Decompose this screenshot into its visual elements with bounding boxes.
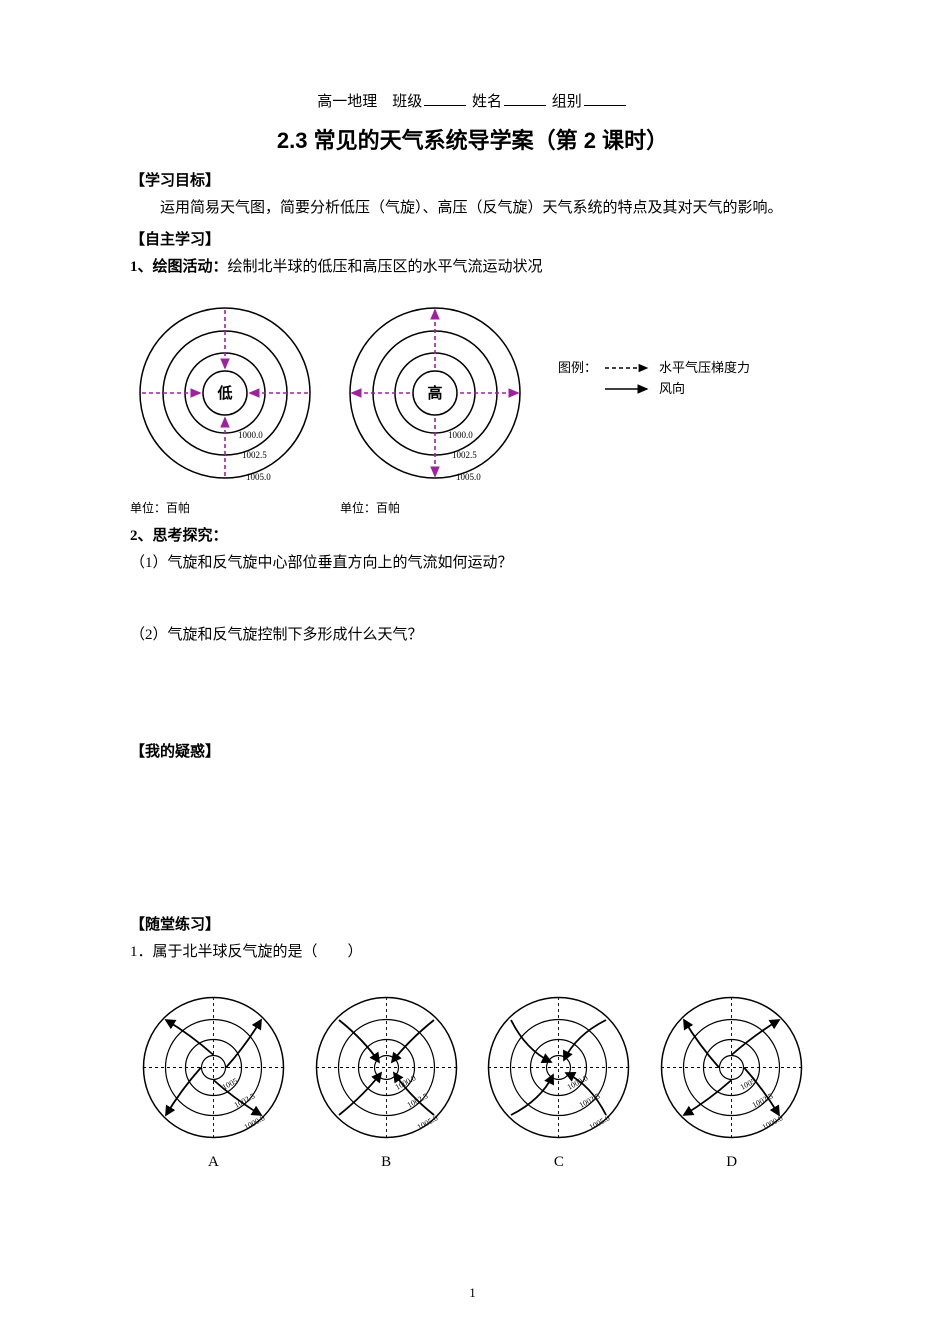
- high-pressure-svg: 高 1000.0 1002.5 1005.0: [340, 298, 530, 488]
- svg-text:1000.0: 1000.0: [243, 1113, 267, 1131]
- high-center-label: 高: [427, 384, 442, 402]
- question1-diagrams: 1005 1002.5 1000.0 A 1000.0 1002.5: [130, 990, 815, 1171]
- name-label: 姓名: [472, 94, 502, 110]
- legend-pgf: 水平气压梯度力: [659, 358, 750, 379]
- option-a-label: A: [130, 1154, 297, 1171]
- svg-text:1002.5: 1002.5: [233, 1091, 257, 1109]
- q2-text: （2）气旋和反气旋控制下多形成什么天气？: [130, 623, 815, 649]
- low-isobar-2: 1005.0: [246, 472, 271, 482]
- group-blank[interactable]: [584, 91, 626, 106]
- legend-wind: 风向: [659, 379, 685, 400]
- svg-text:1000.0: 1000.0: [761, 1113, 785, 1131]
- high-isobar-0: 1000.0: [448, 430, 473, 440]
- practice-q1: 1．属于北半球反气旋的是（ ）: [130, 940, 815, 966]
- name-blank[interactable]: [504, 91, 546, 106]
- low-isobar-1: 1002.5: [242, 450, 267, 460]
- objective-text: 运用简易天气图，简要分析低压（气旋）、高压（反气旋）天气系统的特点及其对天气的影…: [130, 196, 815, 222]
- option-d[interactable]: 1005 1002.5 1000.0 D: [648, 990, 815, 1171]
- objective-heading: 【学习目标】: [130, 169, 815, 190]
- svg-text:1002.5: 1002.5: [578, 1091, 602, 1109]
- option-c-label: C: [476, 1154, 643, 1171]
- high-unit: 单位：百帕: [340, 499, 530, 516]
- option-d-label: D: [648, 1154, 815, 1171]
- low-pressure-diagram: 低 1000.0 1002.5 1005.0 单位：百帕: [130, 298, 320, 516]
- pressure-diagram-row: 低 1000.0 1002.5 1005.0 单位：百帕 高 1000.0 10…: [130, 298, 815, 516]
- low-pressure-svg: 低 1000.0 1002.5 1005.0: [130, 298, 320, 488]
- page-title: 2.3 常见的天气系统导学案（第 2 课时）: [130, 123, 815, 155]
- selfstudy-heading: 【自主学习】: [130, 228, 815, 249]
- page-number: 1: [0, 1285, 945, 1301]
- legend: 图例： 水平气压梯度力 图例： 风向: [558, 358, 750, 400]
- svg-text:1005.0: 1005.0: [588, 1113, 612, 1131]
- group-label: 组别: [552, 94, 582, 110]
- activity1-label: 1、绘图活动：: [130, 259, 228, 275]
- low-center-label: 低: [216, 384, 232, 402]
- activity1: 1、绘图活动：绘制北半球的低压和高压区的水平气流运动状况: [130, 255, 815, 281]
- option-c[interactable]: 1000.0 1002.5 1005.0 C: [476, 990, 643, 1171]
- q1-text: （1）气旋和反气旋中心部位垂直方向上的气流如何运动？: [130, 551, 815, 577]
- option-b-label: B: [303, 1154, 470, 1171]
- option-b[interactable]: 1000.0 1002.5 1005.0 B: [303, 990, 470, 1171]
- high-pressure-diagram: 高 1000.0 1002.5 1005.0 单位：百帕: [340, 298, 530, 516]
- subject-label: 高一地理: [317, 94, 377, 110]
- high-isobar-2: 1005.0: [456, 472, 481, 482]
- low-isobar-0: 1000.0: [238, 430, 263, 440]
- activity1-text: 绘制北半球的低压和高压区的水平气流运动状况: [228, 259, 543, 275]
- practice-heading: 【随堂练习】: [130, 913, 815, 934]
- svg-text:1005: 1005: [221, 1076, 239, 1091]
- think-heading: 2、思考探究：: [130, 524, 815, 545]
- page-header: 高一地理 班级 姓名 组别: [130, 90, 815, 111]
- low-unit: 单位：百帕: [130, 499, 320, 516]
- pgf-arrow-icon: [603, 362, 653, 374]
- svg-text:1000.0: 1000.0: [566, 1073, 590, 1091]
- high-isobar-1: 1002.5: [452, 450, 477, 460]
- wind-arrow-icon: [603, 383, 653, 395]
- class-blank[interactable]: [424, 91, 466, 106]
- doubt-heading: 【我的疑惑】: [130, 740, 815, 761]
- svg-text:1002.5: 1002.5: [751, 1091, 775, 1109]
- svg-text:1005.0: 1005.0: [415, 1113, 439, 1131]
- legend-title: 图例：: [558, 358, 597, 379]
- option-a[interactable]: 1005 1002.5 1000.0 A: [130, 990, 297, 1171]
- class-label: 班级: [392, 94, 422, 110]
